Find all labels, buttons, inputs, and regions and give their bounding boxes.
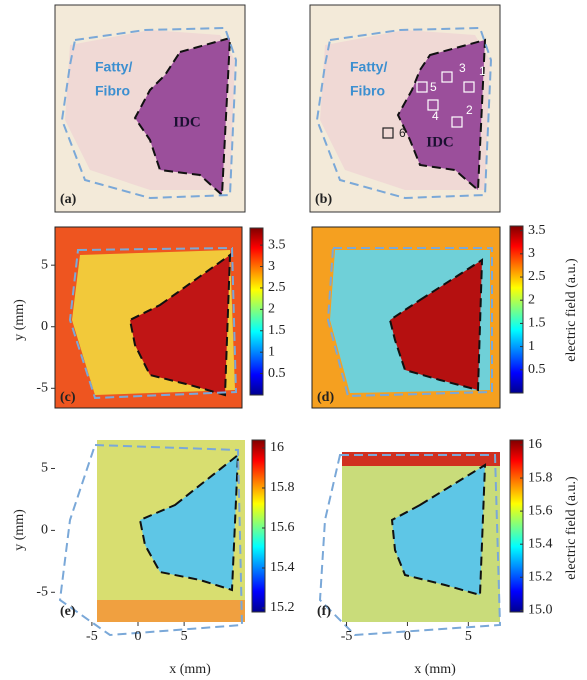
x-tick-label: 5 [465, 629, 472, 644]
x-tick-label: -5 [86, 629, 98, 644]
panel-label: (b) [315, 192, 332, 207]
heatmap-d [311, 226, 501, 409]
x-axis-label: x (mm) [414, 662, 456, 677]
y-axis-label: y (mm) [12, 299, 27, 341]
colorbar-tick-label: 2.5 [268, 280, 286, 295]
region-label: 4 [432, 109, 439, 123]
colorbar-tick-label: 15.4 [270, 560, 295, 575]
y-tick-label: 5 [41, 257, 48, 272]
colorbar-tick-label: 2.5 [528, 269, 546, 284]
x-axis-label: x (mm) [169, 662, 211, 677]
colorbar-tick-label: 15.6 [528, 503, 553, 518]
y-tick-label: 5 [41, 461, 48, 476]
colorbar-tick-label: 15.2 [528, 569, 553, 584]
colorbar-tick-label: 1.5 [528, 316, 546, 331]
colorbar-tick-label: 2 [268, 302, 275, 317]
panel-label: (f) [317, 604, 331, 619]
region-label: 6 [399, 126, 406, 140]
x-tick-label: 0 [135, 629, 142, 644]
colorbar-tick-label: 3.5 [268, 237, 286, 252]
colorbar-tick-label: 15.8 [528, 470, 553, 485]
colorbar-tick-label: 2 [528, 292, 535, 307]
tumor-label: IDC [426, 134, 454, 150]
colorbar [249, 227, 264, 396]
y-tick-label: 0 [41, 523, 48, 538]
tissue-label: Fibro [350, 83, 385, 99]
colorbar-tick-label: 0.5 [528, 362, 546, 377]
colorbar-tick-label: 1 [528, 339, 535, 354]
tissue-label: Fatty/ [350, 59, 387, 75]
colorbar-tick-label: 1 [268, 344, 275, 359]
x-tick-label: 5 [181, 629, 188, 644]
colorbar-tick-label: 3.5 [528, 223, 546, 238]
panel-label: (d) [317, 390, 334, 405]
region-label: 5 [430, 80, 437, 94]
photo-a [54, 4, 246, 213]
colorbar-tick-label: 16 [528, 437, 542, 452]
colorbar-tick-label: 15.2 [270, 600, 295, 615]
colorbar-tick-label: 16 [270, 440, 284, 455]
y-tick-label: -5 [36, 381, 48, 396]
tissue-label: Fibro [95, 83, 130, 99]
colorbar-tick-label: 3 [268, 259, 275, 274]
colorbar-tick-label: 15.0 [528, 603, 553, 618]
panel-label: (a) [60, 192, 77, 207]
panel-label: (c) [60, 390, 76, 405]
colorbar-tick-label: 1.5 [268, 323, 286, 338]
colorbar-tick-label: 3 [528, 246, 535, 261]
y-tick-label: 0 [41, 319, 48, 334]
colorbar-tick-label: 15.6 [270, 520, 295, 535]
tumor-label: IDC [173, 114, 201, 130]
panel-label: (e) [60, 604, 76, 619]
colorbar-label: electric field (a.u.) [564, 258, 579, 362]
heatmap-c [54, 226, 243, 409]
region-label: 1 [479, 64, 486, 78]
colorbar-tick-label: 0.5 [268, 366, 286, 381]
tissue-label: Fatty/ [95, 59, 132, 75]
y-axis-label: y (mm) [12, 509, 27, 551]
colorbar [509, 225, 524, 394]
x-tick-label: 0 [404, 629, 411, 644]
photo-b [309, 4, 501, 213]
colorbar [509, 439, 524, 613]
heatmap-f [318, 452, 502, 637]
colorbar [251, 439, 266, 613]
colorbar-tick-label: 15.4 [528, 536, 553, 551]
region-label: 2 [466, 103, 473, 117]
colorbar-label: electric field (a.u.) [564, 476, 579, 580]
colorbar-tick-label: 15.8 [270, 480, 295, 495]
x-tick-label: -5 [341, 629, 353, 644]
y-tick-label: -5 [36, 585, 48, 600]
heatmap-e [58, 440, 245, 637]
region-label: 3 [459, 61, 466, 75]
